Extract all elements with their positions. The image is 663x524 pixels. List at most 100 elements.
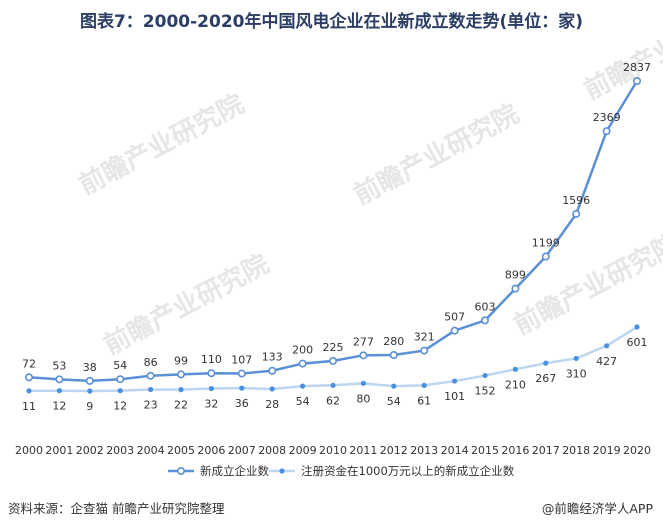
legend: 新成立企业数 注册资金在1000万元以上的新成立企业数 <box>168 464 515 478</box>
data-label: 200 <box>292 344 313 357</box>
data-point <box>634 324 640 330</box>
data-point <box>330 382 336 388</box>
data-point <box>300 383 306 389</box>
data-point <box>632 76 641 85</box>
data-point <box>178 387 184 393</box>
data-point <box>512 366 519 372</box>
data-point <box>359 351 368 360</box>
data-point <box>604 343 610 349</box>
x-tick-label: 2015 <box>471 444 499 457</box>
data-label: 22 <box>174 399 188 412</box>
x-axis: 2000 2001 2002 2003 2004 2005 2006 2007 2008 2009… <box>15 444 651 457</box>
data-label: 54 <box>296 395 310 408</box>
chart-title: 图表7：2000-2020年中国风电企业在业新成立数走势(单位：家) <box>79 12 584 32</box>
credit-note: @前瞻经济学人APP <box>541 501 653 516</box>
data-label: 86 <box>144 356 158 369</box>
data-point <box>389 350 398 359</box>
data-point <box>480 316 489 325</box>
data-label: 152 <box>475 385 496 398</box>
data-point <box>56 388 63 394</box>
data-point <box>360 380 366 386</box>
data-label: 101 <box>444 390 465 403</box>
data-point <box>177 370 186 379</box>
data-point <box>239 385 245 391</box>
data-point <box>237 369 246 378</box>
data-point <box>541 252 550 261</box>
data-point <box>55 375 64 384</box>
data-label: 11 <box>22 400 36 413</box>
x-tick-label: 2000 <box>15 444 43 457</box>
data-label: 110 <box>201 353 222 366</box>
data-label: 80 <box>356 392 370 405</box>
data-label: 99 <box>174 354 188 367</box>
data-label: 38 <box>83 361 97 374</box>
x-tick-label: 2012 <box>380 444 408 457</box>
x-tick-label: 2019 <box>593 444 621 457</box>
data-label: 53 <box>52 359 66 372</box>
x-tick-label: 2017 <box>532 444 560 457</box>
data-point <box>146 371 155 380</box>
series-new-enterprises: 72 53 38 54 86 99 110 107 133 200 225 277 280 321 507 6… <box>22 61 651 385</box>
data-point <box>391 383 397 389</box>
data-label: 280 <box>383 335 404 348</box>
data-point <box>208 385 214 392</box>
data-label: 2837 <box>623 61 651 74</box>
data-point <box>328 356 337 365</box>
data-label: 899 <box>505 269 526 282</box>
data-label: 107 <box>231 354 252 367</box>
x-tick-label: 2004 <box>137 444 165 457</box>
source-note: 资料来源：企查猫 前瞻产业研究院整理 <box>8 501 225 516</box>
data-label: 12 <box>113 400 127 413</box>
x-tick-label: 2003 <box>106 444 134 457</box>
legend-label: 新成立企业数 <box>200 464 269 478</box>
watermark-text: 前瞻产业研究院 <box>74 88 249 201</box>
data-point <box>85 376 94 385</box>
legend-label: 注册资金在1000万元以上的新成立企业数 <box>301 464 515 478</box>
x-tick-label: 2008 <box>258 444 286 457</box>
data-label: 277 <box>353 335 374 348</box>
data-label: 2369 <box>593 111 621 124</box>
data-label: 133 <box>262 351 283 364</box>
x-tick-label: 2016 <box>501 444 529 457</box>
data-label: 61 <box>417 394 431 407</box>
data-point <box>421 382 427 389</box>
x-tick-label: 2001 <box>45 444 73 457</box>
data-label: 603 <box>475 300 496 313</box>
x-tick-label: 2014 <box>441 444 469 457</box>
data-label: 321 <box>414 331 435 344</box>
data-point <box>117 388 123 394</box>
data-point <box>450 326 459 335</box>
data-label: 267 <box>535 372 556 385</box>
data-point <box>269 386 275 392</box>
data-label: 507 <box>444 311 465 324</box>
data-point <box>602 127 611 136</box>
data-point <box>24 373 33 382</box>
data-point <box>511 284 520 293</box>
series-registered-capital: 11 12 9 12 23 22 32 36 28 54 62 80 54 61 101 152 210 267 3… <box>22 324 648 413</box>
data-label: 62 <box>326 394 340 407</box>
x-tick-label: 2013 <box>410 444 438 457</box>
data-label: 28 <box>265 398 279 411</box>
x-tick-label: 2009 <box>289 444 317 457</box>
x-tick-label: 2006 <box>197 444 225 457</box>
data-label: 1596 <box>562 194 590 207</box>
x-tick-label: 2002 <box>76 444 104 457</box>
x-tick-label: 2020 <box>623 444 651 457</box>
data-point <box>543 360 549 366</box>
data-point <box>298 359 307 368</box>
data-point <box>573 355 579 362</box>
x-tick-label: 2018 <box>562 444 590 457</box>
data-point <box>207 369 216 378</box>
x-tick-label: 2007 <box>228 444 256 457</box>
data-label: 427 <box>596 355 617 368</box>
data-point <box>572 209 581 218</box>
data-label: 310 <box>566 367 587 380</box>
x-tick-label: 2011 <box>349 444 377 457</box>
data-point <box>482 372 488 379</box>
data-label: 32 <box>204 398 218 411</box>
data-label: 12 <box>52 400 66 413</box>
data-label: 9 <box>86 400 93 413</box>
data-label: 225 <box>323 341 344 354</box>
data-label: 1199 <box>532 237 560 250</box>
